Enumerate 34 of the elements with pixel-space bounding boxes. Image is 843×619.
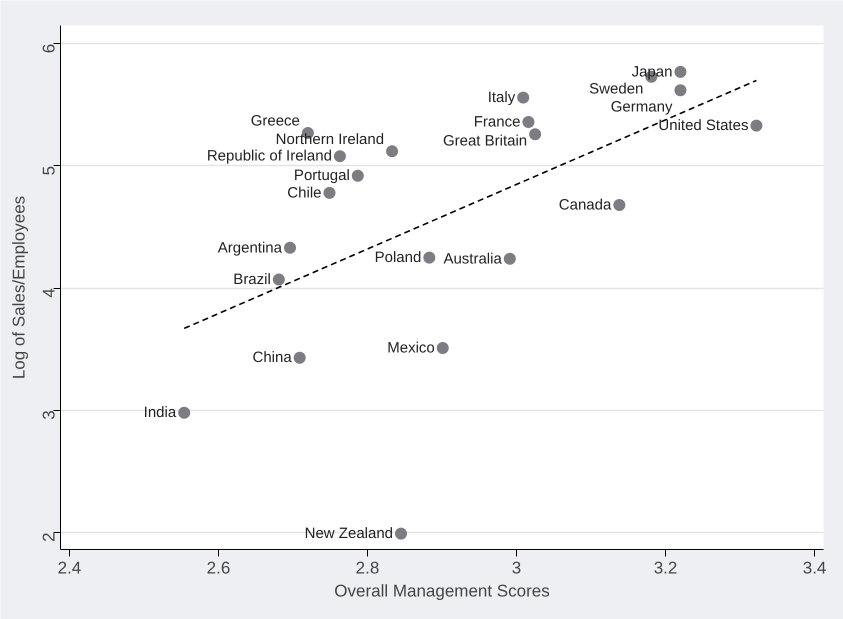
annotation: Greece (250, 112, 300, 130)
annotation: Italy (488, 89, 516, 106)
annotation: Argentina (218, 239, 283, 256)
annotation: China (252, 349, 292, 366)
x-tick-label: 3.4 (802, 558, 826, 578)
x-axis-title: Overall Management Scores (334, 582, 550, 600)
annotation: France (474, 113, 520, 130)
annotation: Portugal (294, 167, 350, 184)
annotation: Germany (610, 98, 673, 116)
annotation: Poland (374, 249, 422, 266)
y-axis-title: Log of Sales/Employees (10, 196, 28, 380)
x-tick-label: 2.6 (206, 558, 230, 578)
annotation: Northern Ireland (276, 130, 384, 148)
annotation: Republic of Ireland (206, 148, 332, 165)
y-tick-label: 3 (40, 410, 58, 420)
annotation: India (144, 404, 177, 422)
annotation: Mexico (387, 339, 435, 356)
y-tick-label: 5 (40, 166, 58, 176)
annotation: Sweden (589, 80, 644, 98)
annotation: Brazil (233, 271, 271, 288)
annotation: Chile (287, 184, 322, 202)
annotation: United States (658, 117, 748, 134)
x-tick-label: 2.4 (58, 558, 82, 578)
y-tick-label: 2 (40, 532, 58, 542)
x-tick-label: 2.8 (356, 558, 380, 578)
annotation: Canada (558, 196, 612, 214)
x-tick-label: 3 (512, 558, 522, 578)
annotation: Japan (632, 63, 672, 80)
y-tick-label: 4 (40, 288, 58, 298)
x-tick-label: 3.2 (654, 558, 678, 578)
annotation: Great Britain (442, 132, 528, 150)
y-tick-label: 6 (40, 44, 58, 54)
annotation: Australia (443, 250, 502, 268)
annotation: New Zealand (304, 525, 394, 542)
